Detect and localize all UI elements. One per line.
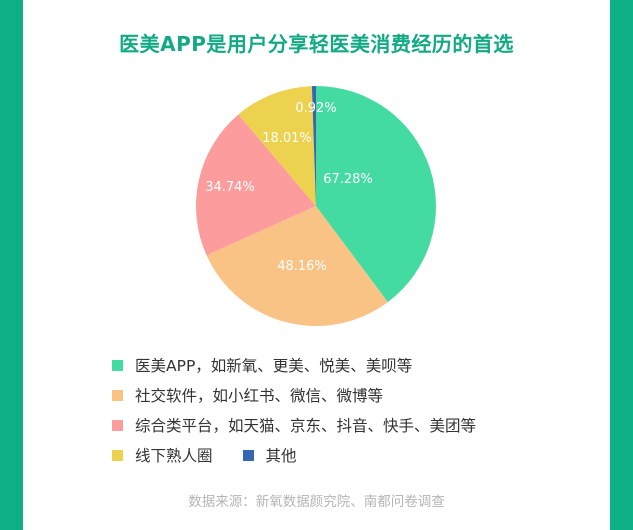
legend-swatch-icon <box>112 419 123 431</box>
slice-label: 67.28% <box>323 172 373 187</box>
legend-label: 其他 <box>265 447 297 465</box>
legend-swatch-icon <box>112 359 123 371</box>
legend-label: 综合类平台，如天猫、京东、抖音、快手、美团等 <box>135 417 477 435</box>
legend-item: 社交软件，如小红书、微信、微博等 <box>112 380 476 410</box>
pie-slice <box>316 86 436 303</box>
legend-label: 线下熟人圈 <box>135 447 213 465</box>
legend-label: 医美APP，如新氧、更美、悦美、美呗等 <box>135 357 413 375</box>
legend-item: 其他 <box>242 444 297 466</box>
legend-swatch-icon <box>112 449 123 461</box>
legend-swatch-icon <box>112 389 123 401</box>
chart-title: 医美APP是用户分享轻医美消费经历的首选 <box>119 32 514 56</box>
slice-label: 48.16% <box>277 259 327 274</box>
legend-item: 线下熟人圈 <box>112 444 213 466</box>
legend: 医美APP，如新氧、更美、悦美、美呗等 社交软件，如小红书、微信、微博等 综合类… <box>112 350 476 470</box>
slice-label: 18.01% <box>262 131 312 146</box>
data-source-note: 数据来源：新氧数据颜究院、南都问卷调查 <box>188 494 445 510</box>
legend-item-row: 线下熟人圈 其他 <box>112 440 476 470</box>
legend-label: 社交软件，如小红书、微信、微博等 <box>135 387 384 405</box>
pie-slice <box>311 86 316 206</box>
pie-slice <box>238 86 316 206</box>
pie-chart: 67.28% 48.16% 34.74% 18.01% 0.92% <box>195 86 436 327</box>
legend-swatch-icon <box>242 449 254 461</box>
slice-label: 34.74% <box>205 180 255 195</box>
slice-label: 0.92% <box>295 101 336 116</box>
left-frame-bar <box>0 0 23 530</box>
right-frame-bar <box>610 0 633 530</box>
legend-item: 综合类平台，如天猫、京东、抖音、快手、美团等 <box>112 410 476 440</box>
pie-slice <box>195 114 316 256</box>
pie-slice <box>206 206 388 327</box>
legend-item: 医美APP，如新氧、更美、悦美、美呗等 <box>112 350 476 380</box>
